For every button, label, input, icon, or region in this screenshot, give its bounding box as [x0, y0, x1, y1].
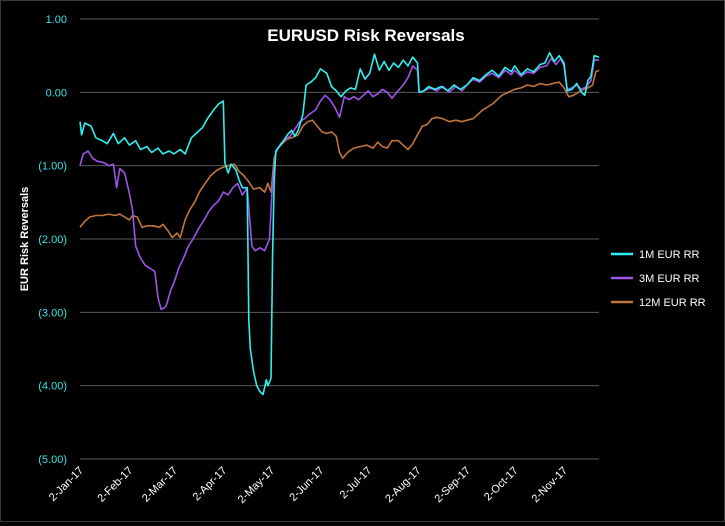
series-line-1m	[79, 51, 600, 396]
y-axis-label: EUR Risk Reversals	[19, 187, 31, 292]
x-axis-ticks: 2-Jan-17 2-Feb-17 2-Mar-17 2-Apr-17 2-May-17…	[47, 465, 570, 506]
x-tick-label: 2-Aug-17	[383, 465, 423, 505]
x-tick-label: 2-Mar-17	[140, 465, 180, 505]
y-tick-label: (4.00)	[38, 381, 67, 393]
y-tick-label: 1.00	[46, 14, 67, 26]
x-tick-label: 2-Sep-17	[432, 465, 472, 505]
legend: 1M EUR RR 3M EUR RR 12M EUR RR	[611, 249, 706, 309]
x-tick-label: 2-Apr-17	[191, 465, 230, 504]
legend-label-1m: 1M EUR RR	[639, 249, 700, 261]
x-tick-label: 2-Feb-17	[95, 465, 135, 505]
y-tick-label: (3.00)	[38, 307, 67, 319]
x-tick-label: 2-May-17	[236, 465, 277, 506]
series-line-3m	[79, 57, 599, 311]
series-lines	[79, 51, 600, 396]
x-tick-label: 2-Jun-17	[287, 465, 326, 504]
x-tick-label: 2-Jul-17	[338, 465, 375, 502]
series-line-12m	[79, 69, 600, 239]
x-tick-label: 2-Nov-17	[530, 465, 570, 505]
x-tick-label: 2-Jan-17	[47, 465, 86, 504]
legend-label-3m: 3M EUR RR	[639, 273, 700, 285]
x-tick-label: 2-Oct-17	[482, 465, 521, 504]
y-tick-label: 0.00	[46, 87, 67, 99]
legend-label-12m: 12M EUR RR	[639, 297, 706, 309]
y-tick-label: (2.00)	[38, 234, 67, 246]
gridlines	[80, 18, 599, 460]
y-axis-ticks: 1.00 0.00 (1.00) (2.00) (3.00) (4.00) (5.00)	[38, 14, 67, 466]
chart-title: EURUSD Risk Reversals	[267, 26, 464, 45]
y-tick-label: (5.00)	[38, 454, 67, 466]
y-tick-label: (1.00)	[38, 161, 67, 173]
